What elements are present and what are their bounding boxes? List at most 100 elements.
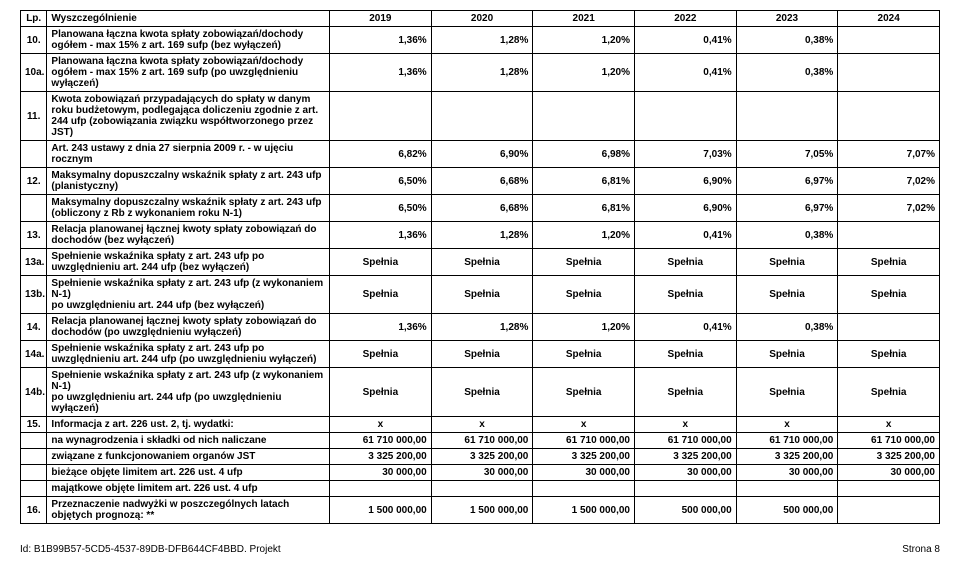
row-value: 61 710 000,00 (736, 433, 838, 449)
row-value (431, 92, 533, 141)
row-value: 0,41% (635, 222, 737, 249)
row-value: 6,90% (635, 168, 737, 195)
row-value: Spełnia (838, 341, 940, 368)
row-value: 7,02% (838, 168, 940, 195)
row-value: 1,36% (330, 27, 432, 54)
row-value (431, 481, 533, 497)
row-value: Spełnia (635, 276, 737, 314)
footer-id: Id: B1B99B57-5CD5-4537-89DB-DFB644CF4BBD… (20, 544, 281, 555)
row-value: 1,20% (533, 54, 635, 92)
table-row: 13.Relacja planowanej łącznej kwoty spła… (21, 222, 940, 249)
row-value: Spełnia (330, 249, 432, 276)
row-value: Spełnia (736, 276, 838, 314)
row-value: 6,50% (330, 195, 432, 222)
row-value: 0,38% (736, 314, 838, 341)
row-value (838, 481, 940, 497)
row-value: Spełnia (635, 368, 737, 417)
row-value: 0,41% (635, 27, 737, 54)
row-value: 1,28% (431, 54, 533, 92)
row-value (838, 54, 940, 92)
header-2019: 2019 (330, 11, 432, 27)
header-2020: 2020 (431, 11, 533, 27)
row-lp: 14b. (21, 368, 47, 417)
row-lp (21, 449, 47, 465)
row-desc: majątkowe objęte limitem art. 226 ust. 4… (47, 481, 330, 497)
table-row: 12.Maksymalny dopuszczalny wskaźnik spła… (21, 168, 940, 195)
row-value: 1,20% (533, 314, 635, 341)
row-value: Spełnia (533, 276, 635, 314)
row-lp (21, 481, 47, 497)
row-lp: 10. (21, 27, 47, 54)
table-row: 13a.Spełnienie wskaźnika spłaty z art. 2… (21, 249, 940, 276)
row-value: 6,97% (736, 168, 838, 195)
row-lp: 10a. (21, 54, 47, 92)
row-value: 0,41% (635, 54, 737, 92)
row-desc: Przeznaczenie nadwyżki w poszczególnych … (47, 497, 330, 524)
row-value: 0,38% (736, 27, 838, 54)
row-value: 30 000,00 (431, 465, 533, 481)
header-2023: 2023 (736, 11, 838, 27)
row-lp: 16. (21, 497, 47, 524)
row-value (635, 481, 737, 497)
row-value: 30 000,00 (838, 465, 940, 481)
row-value: 6,97% (736, 195, 838, 222)
row-desc: na wynagrodzenia i składki od nich nalic… (47, 433, 330, 449)
row-value: 500 000,00 (736, 497, 838, 524)
row-value: 1,20% (533, 27, 635, 54)
row-desc: Planowana łączna kwota spłaty zobowiązań… (47, 27, 330, 54)
row-value: 1,20% (533, 222, 635, 249)
row-value (838, 27, 940, 54)
row-value: 3 325 200,00 (838, 449, 940, 465)
row-value: 6,50% (330, 168, 432, 195)
data-table: Lp.Wyszczególnienie201920202021202220232… (20, 10, 940, 524)
row-value: x (533, 417, 635, 433)
row-value: Spełnia (431, 276, 533, 314)
table-row: 14a.Spełnienie wskaźnika spłaty z art. 2… (21, 341, 940, 368)
row-value: 30 000,00 (533, 465, 635, 481)
row-value: Spełnia (431, 368, 533, 417)
table-row: Art. 243 ustawy z dnia 27 sierpnia 2009 … (21, 141, 940, 168)
row-value: 61 710 000,00 (533, 433, 635, 449)
row-value: 7,05% (736, 141, 838, 168)
row-value: 1,28% (431, 222, 533, 249)
row-value: Spełnia (330, 368, 432, 417)
header-lp: Lp. (21, 11, 47, 27)
row-value: Spełnia (431, 249, 533, 276)
row-desc: Relacja planowanej łącznej kwoty spłaty … (47, 222, 330, 249)
row-value (330, 481, 432, 497)
table-row: majątkowe objęte limitem art. 226 ust. 4… (21, 481, 940, 497)
row-value: Spełnia (838, 249, 940, 276)
row-value: 61 710 000,00 (330, 433, 432, 449)
row-value: Spełnia (330, 341, 432, 368)
row-desc: Planowana łączna kwota spłaty zobowiązań… (47, 54, 330, 92)
row-value: 6,68% (431, 195, 533, 222)
row-lp (21, 141, 47, 168)
row-value: 7,07% (838, 141, 940, 168)
row-desc: Relacja planowanej łącznej kwoty spłaty … (47, 314, 330, 341)
page-footer: Id: B1B99B57-5CD5-4537-89DB-DFB644CF4BBD… (20, 544, 940, 555)
row-value: 30 000,00 (635, 465, 737, 481)
table-row: na wynagrodzenia i składki od nich nalic… (21, 433, 940, 449)
row-value: 61 710 000,00 (838, 433, 940, 449)
row-lp (21, 465, 47, 481)
footer-page: Strona 8 (902, 544, 940, 555)
header-desc: Wyszczególnienie (47, 11, 330, 27)
row-value: 6,90% (431, 141, 533, 168)
row-value: x (635, 417, 737, 433)
row-desc: Spełnienie wskaźnika spłaty z art. 243 u… (47, 368, 330, 417)
row-value: Spełnia (736, 341, 838, 368)
table-row: 10.Planowana łączna kwota spłaty zobowią… (21, 27, 940, 54)
row-value: Spełnia (635, 341, 737, 368)
header-2021: 2021 (533, 11, 635, 27)
row-value: x (330, 417, 432, 433)
table-row: 14b.Spełnienie wskaźnika spłaty z art. 2… (21, 368, 940, 417)
row-value: 30 000,00 (736, 465, 838, 481)
row-value: 0,38% (736, 54, 838, 92)
table-row: 15.Informacja z art. 226 ust. 2, tj. wyd… (21, 417, 940, 433)
row-value: 6,90% (635, 195, 737, 222)
row-value: Spełnia (533, 368, 635, 417)
row-value: 1 500 000,00 (330, 497, 432, 524)
row-value: 7,03% (635, 141, 737, 168)
header-2022: 2022 (635, 11, 737, 27)
row-value: 61 710 000,00 (431, 433, 533, 449)
